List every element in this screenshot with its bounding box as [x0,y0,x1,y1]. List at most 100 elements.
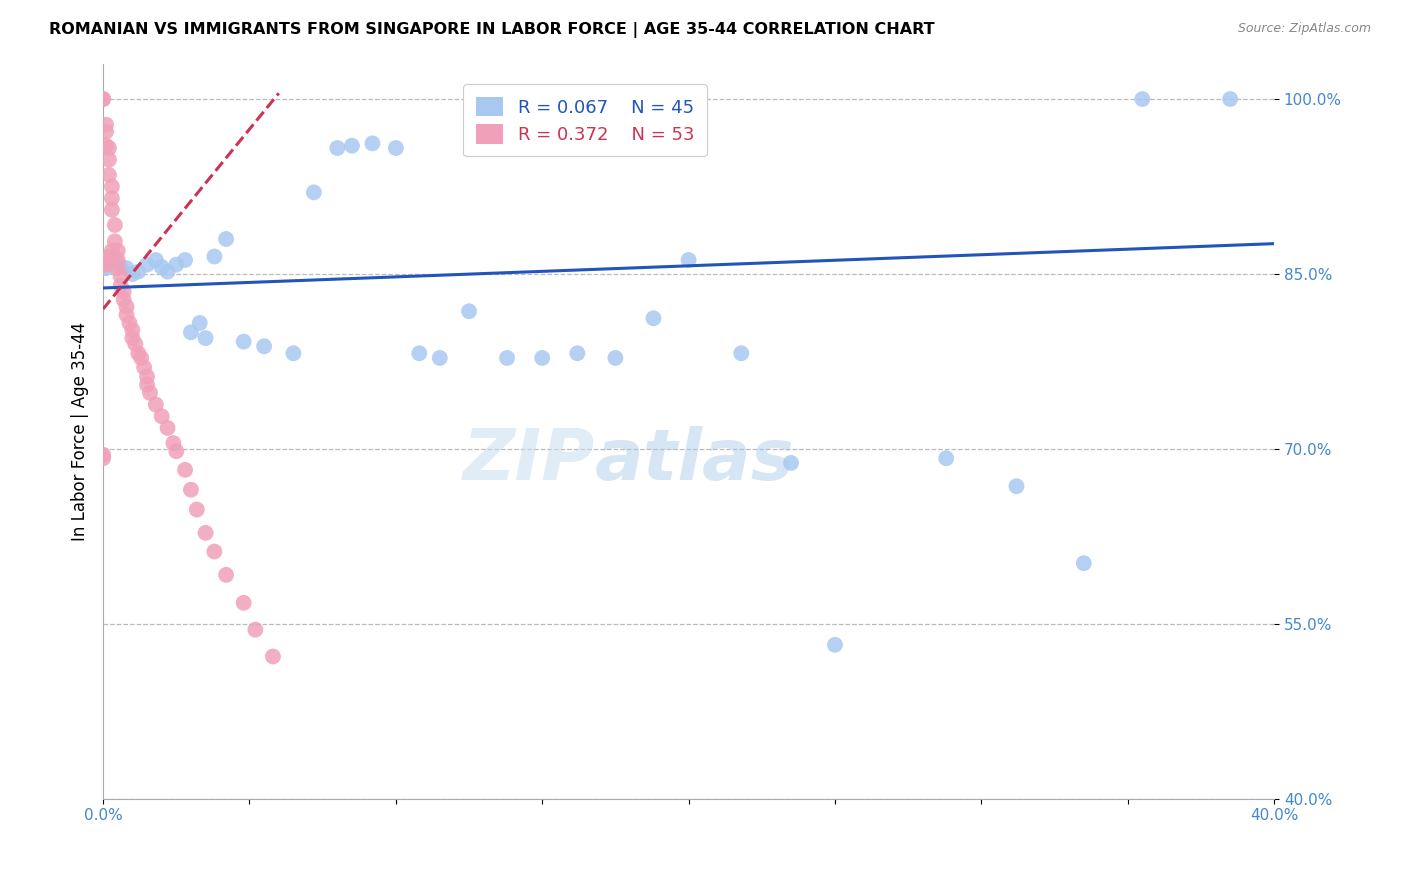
Point [127,346,149,360]
Point [127,265,149,279]
Point [101,191,124,205]
Point [180,483,202,497]
Point [118,316,141,330]
Point [496,351,519,365]
Point [188,316,211,330]
Point [107,244,129,258]
Point [232,596,254,610]
Text: atlas: atlas [595,426,794,495]
Point [340,138,363,153]
Point [94,252,117,267]
Point [94,118,117,132]
Point [935,451,957,466]
Point [194,525,217,540]
Point [98,258,121,272]
Point [132,360,155,375]
Legend: R = 0.067    N = 45, R = 0.372    N = 53: R = 0.067 N = 45, R = 0.372 N = 53 [464,84,707,156]
Point [730,346,752,360]
Point [94,258,117,272]
Point [98,141,121,155]
Point [115,300,138,314]
Point [605,351,627,365]
Point [678,252,700,267]
Point [253,339,276,353]
Point [531,351,554,365]
Text: Source: ZipAtlas.com: Source: ZipAtlas.com [1237,22,1371,36]
Point [104,218,127,232]
Point [245,623,267,637]
Point [186,502,208,516]
Point [174,252,197,267]
Point [1130,92,1153,106]
Point [129,351,152,365]
Point [458,304,481,318]
Point [115,308,138,322]
Point [136,377,159,392]
Point [112,293,135,307]
Point [107,258,129,272]
Point [110,269,132,284]
Point [1005,479,1028,493]
Point [283,346,305,360]
Point [101,252,124,267]
Point [180,326,202,340]
Point [145,398,167,412]
Point [361,136,384,151]
Point [112,285,135,299]
Point [136,369,159,384]
Point [145,252,167,267]
Point [94,125,117,139]
Point [150,409,173,424]
Point [408,346,430,360]
Y-axis label: In Labor Force | Age 35-44: In Labor Force | Age 35-44 [72,322,89,541]
Point [165,258,187,272]
Point [780,456,803,470]
Point [139,385,162,400]
Point [174,463,197,477]
Point [232,334,254,349]
Point [194,331,217,345]
Point [156,265,179,279]
Point [121,323,143,337]
Point [150,260,173,274]
Point [110,278,132,293]
Point [110,260,132,274]
Point [136,258,159,272]
Point [302,186,325,200]
Text: ROMANIAN VS IMMIGRANTS FROM SINGAPORE IN LABOR FORCE | AGE 35-44 CORRELATION CHA: ROMANIAN VS IMMIGRANTS FROM SINGAPORE IN… [49,22,935,38]
Point [101,202,124,217]
Point [824,638,846,652]
Point [156,421,179,435]
Point [215,232,238,246]
Point [115,261,138,276]
Point [567,346,589,360]
Point [91,92,114,106]
Point [107,252,129,267]
Point [202,250,225,264]
Point [101,244,124,258]
Point [326,141,349,155]
Point [98,153,121,167]
Point [162,436,184,450]
Point [429,351,451,365]
Point [165,444,187,458]
Point [98,250,121,264]
Point [1219,92,1241,106]
Point [643,311,665,326]
Point [107,261,129,276]
Point [104,235,127,249]
Point [1073,556,1095,570]
Point [202,544,225,558]
Point [98,168,121,182]
Point [91,258,114,272]
Point [94,138,117,153]
Point [101,179,124,194]
Point [94,261,117,276]
Point [121,267,143,281]
Point [91,92,114,106]
Text: ZIP: ZIP [463,426,595,495]
Point [124,337,146,351]
Point [262,649,284,664]
Point [215,567,238,582]
Point [385,141,408,155]
